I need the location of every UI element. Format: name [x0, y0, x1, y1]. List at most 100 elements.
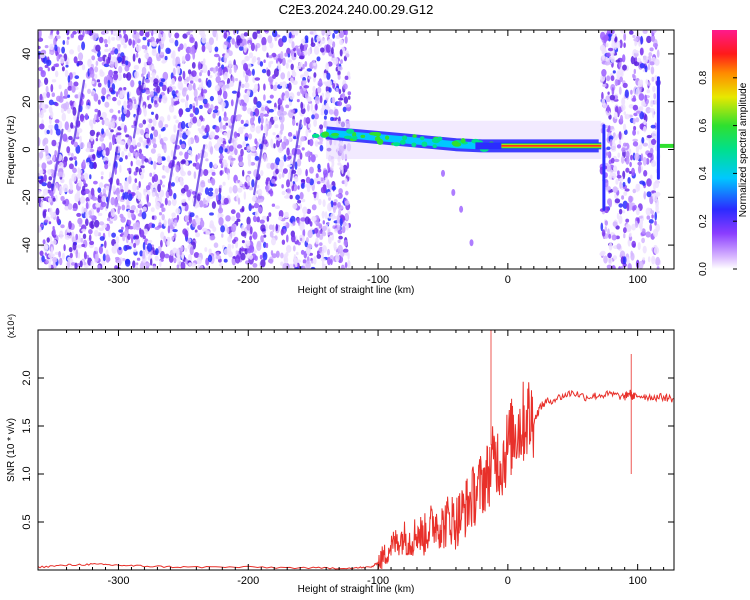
noise-blob	[327, 221, 330, 226]
noise-blob	[174, 39, 179, 47]
noise-blob	[79, 196, 86, 204]
noise-blob	[64, 198, 70, 208]
noise-blob	[158, 120, 164, 129]
noise-blob	[64, 234, 70, 240]
noise-blob	[69, 100, 74, 106]
noise-blob	[653, 246, 660, 255]
noise-blob	[164, 253, 170, 259]
colorbar-tick-label: 0.0	[698, 262, 709, 276]
noise-blob	[260, 259, 266, 268]
noise-blob	[291, 30, 297, 36]
noise-blob	[238, 46, 244, 51]
noise-blob	[347, 95, 351, 100]
noise-blob	[123, 124, 127, 133]
noise-blob	[166, 240, 171, 247]
noise-blob	[268, 224, 274, 230]
noise-blob	[296, 251, 299, 256]
noise-blob	[196, 193, 201, 202]
noise-blob	[335, 87, 339, 92]
noise-blob	[643, 191, 646, 200]
noise-blob	[231, 244, 234, 249]
noise-blob	[173, 192, 177, 200]
noise-blob	[328, 109, 334, 115]
noise-blob	[171, 97, 174, 107]
noise-blob	[307, 243, 312, 250]
noise-blob	[127, 219, 132, 226]
noise-blob	[50, 30, 54, 34]
noise-blob	[601, 55, 605, 60]
noise-blob	[315, 103, 318, 111]
noise-blob	[616, 243, 622, 250]
noise-blob	[326, 72, 331, 80]
snr-y-multiplier: (x10⁴)	[6, 314, 16, 338]
noise-blob	[42, 210, 47, 219]
noise-blob	[118, 247, 122, 251]
noise-blob	[140, 165, 145, 169]
noise-blob	[633, 68, 636, 75]
noise-blob	[628, 171, 632, 174]
noise-blob	[277, 146, 283, 154]
noise-blob	[100, 176, 104, 180]
noise-blob	[278, 99, 283, 103]
noise-blob	[192, 116, 198, 124]
noise-blob	[202, 58, 206, 65]
noise-blob	[643, 120, 647, 125]
noise-blob	[330, 259, 333, 265]
noise-blob	[330, 116, 334, 122]
noise-blob	[605, 56, 608, 63]
snr-x-label: Height of straight line (km)	[298, 584, 415, 595]
noise-blob	[70, 152, 74, 159]
noise-blob	[38, 78, 41, 88]
figure-title: C2E3.2024.240.00.29.G12	[279, 2, 434, 17]
noise-blob	[636, 130, 640, 135]
noise-blob	[44, 145, 49, 154]
noise-blob	[273, 116, 279, 122]
noise-blob	[135, 52, 139, 58]
noise-blob	[321, 30, 326, 36]
noise-blob	[644, 65, 648, 73]
noise-blob	[112, 136, 115, 146]
noise-blob	[133, 248, 137, 253]
y-tick-label: 20	[21, 96, 33, 108]
noise-blob	[146, 137, 150, 144]
noise-blob	[294, 161, 298, 170]
noise-blob	[223, 32, 228, 39]
signal-blob	[421, 141, 428, 147]
noise-blob	[222, 124, 227, 130]
noise-blob	[619, 76, 623, 83]
noise-blob	[123, 245, 128, 252]
noise-blob	[283, 253, 287, 262]
noise-blob	[176, 264, 180, 269]
noise-blob	[138, 123, 144, 128]
noise-blob	[188, 253, 192, 263]
noise-blob	[132, 102, 138, 110]
noise-blob	[118, 116, 122, 122]
noise-blob	[611, 142, 617, 150]
noise-blob	[271, 203, 276, 207]
noise-blob	[199, 200, 204, 208]
noise-blob	[304, 216, 310, 225]
noise-blob	[287, 53, 291, 58]
noise-blob	[627, 177, 631, 184]
y-tick-label: -40	[21, 237, 33, 253]
noise-blob	[343, 239, 348, 247]
noise-blob	[252, 76, 256, 83]
noise-blob	[121, 226, 124, 230]
noise-blob	[310, 260, 314, 264]
noise-blob	[344, 213, 349, 220]
noise-blob	[77, 252, 81, 259]
noise-blob	[187, 170, 192, 176]
noise-blob	[50, 128, 53, 136]
noise-blob	[637, 79, 644, 88]
noise-blob	[220, 225, 226, 233]
noise-blob	[135, 166, 139, 173]
noise-blob	[55, 182, 59, 189]
noise-blob	[66, 146, 71, 154]
noise-blob	[179, 139, 183, 146]
noise-blob	[250, 146, 256, 152]
noise-blob	[61, 46, 65, 54]
noise-blob	[42, 188, 49, 196]
noise-blob	[195, 97, 199, 107]
noise-blob	[332, 57, 339, 65]
noise-blob	[62, 133, 68, 142]
